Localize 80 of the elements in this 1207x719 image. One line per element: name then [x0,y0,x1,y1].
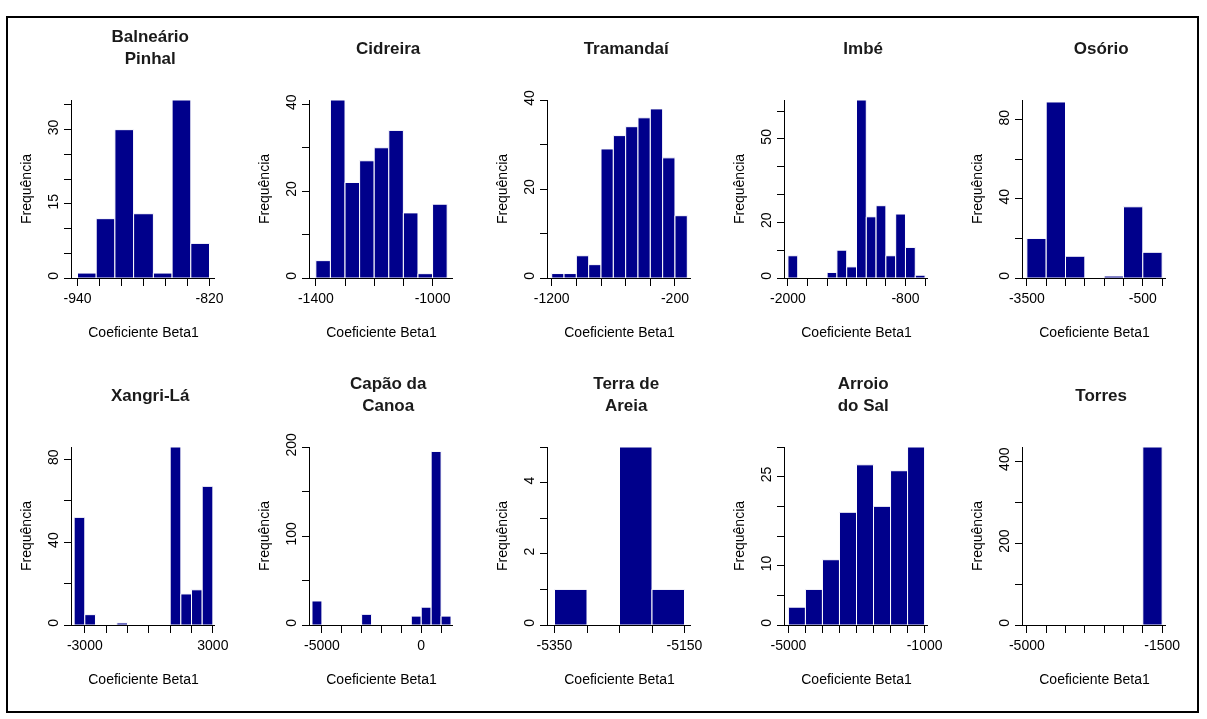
x-tick-label: -1000 [907,636,944,653]
y-tick-label: 40 [283,94,300,111]
y-axis-title: Frequência [18,500,34,571]
x-tick-label: -820 [195,289,224,306]
chart-title: Imbé [843,39,884,59]
y-tick-label: 0 [520,618,537,627]
x-axis-title: Coeficiente Beta1 [1039,670,1151,687]
y-tick-label: 0 [283,618,300,627]
y-tick-label: 40 [520,89,537,106]
y-tick-label: 20 [520,178,537,195]
y-tick-label: 20 [758,212,775,229]
x-tick-label: -3000 [66,636,103,653]
y-axis-title: Frequência [969,500,986,571]
y-tick-label: 0 [996,618,1013,627]
x-tick-label: 0 [417,636,426,653]
x-tick-label: -1500 [1144,636,1181,653]
y-axis-title: Frequência [18,153,34,225]
x-tick-label: -500 [1128,289,1158,306]
y-tick-label: 2 [520,547,537,556]
y-axis-title: Frequência [255,153,272,225]
x-tick-label: -5350 [536,636,573,653]
y-axis-title: Frequência [493,153,510,225]
y-axis-title: Frequência [255,500,272,571]
x-tick-label: -3500 [1009,289,1046,306]
x-axis-title: Coeficiente Beta1 [326,670,437,687]
x-axis-title: Coeficiente Beta1 [563,324,675,341]
x-tick-label: 3000 [197,636,229,653]
x-axis-title: Coeficiente Beta1 [563,670,675,687]
x-axis-title: Coeficiente Beta1 [801,324,913,341]
y-tick-label: 100 [283,521,300,546]
y-tick-label: 0 [45,618,62,627]
y-axis-title: Frequência [969,153,986,225]
y-tick-label: 0 [758,618,775,627]
x-tick-label: -1200 [533,289,570,306]
y-tick-label: 50 [758,128,775,145]
y-tick-label: 10 [758,555,775,571]
chart-title: Terra de Areia [592,373,659,415]
chart-title: Balneário Pinhal [111,27,189,69]
x-axis-title: Coeficiente Beta1 [1039,324,1151,341]
y-tick-label: 0 [45,271,62,280]
chart-title: Osório [1073,39,1129,59]
y-tick-label: 30 [45,119,62,136]
y-tick-label: 40 [45,531,62,548]
y-tick-label: 20 [283,181,300,197]
y-axis-title: Frequência [731,500,748,571]
x-tick-label: -5000 [1009,636,1046,653]
y-axis-title: Frequência [731,153,748,225]
chart-title: Capão da Canoa [349,373,427,415]
y-tick-label: 40 [996,188,1013,205]
x-axis-title: Coeficiente Beta1 [88,324,199,341]
chart-title: Xangri-Lá [111,385,190,405]
chart-title: Cidreira [355,39,421,59]
x-axis-title: Coeficiente Beta1 [801,670,913,687]
y-tick-label: 200 [996,528,1013,553]
y-tick-label: 15 [45,193,62,210]
x-tick-label: -2000 [770,289,807,306]
y-tick-label: 0 [758,271,775,280]
y-axis-title: Frequência [493,500,510,571]
y-tick-label: 25 [758,466,775,482]
y-tick-label: 200 [283,432,300,457]
x-tick-label: -1000 [414,289,451,306]
x-tick-label: -5000 [770,636,807,653]
x-tick-label: -800 [891,289,921,306]
x-tick-label: -1400 [297,289,334,306]
x-tick-label: -5000 [303,636,340,653]
y-tick-label: 0 [520,271,537,280]
chart-title: Arroio do Sal [838,373,890,415]
x-tick-label: -5150 [666,636,703,653]
y-tick-label: 0 [283,271,300,280]
y-tick-label: 4 [520,475,537,484]
x-tick-label: -940 [63,289,92,306]
chart-title: Torres [1075,385,1128,405]
x-axis-title: Coeficiente Beta1 [326,324,437,341]
y-tick-label: 80 [996,109,1013,126]
y-tick-label: 0 [996,271,1013,280]
y-tick-label: 400 [996,446,1013,471]
x-tick-label: -200 [660,289,689,306]
chart-title: Tramandaí [583,39,670,59]
y-tick-label: 80 [45,448,62,465]
x-axis-title: Coeficiente Beta1 [88,670,199,687]
